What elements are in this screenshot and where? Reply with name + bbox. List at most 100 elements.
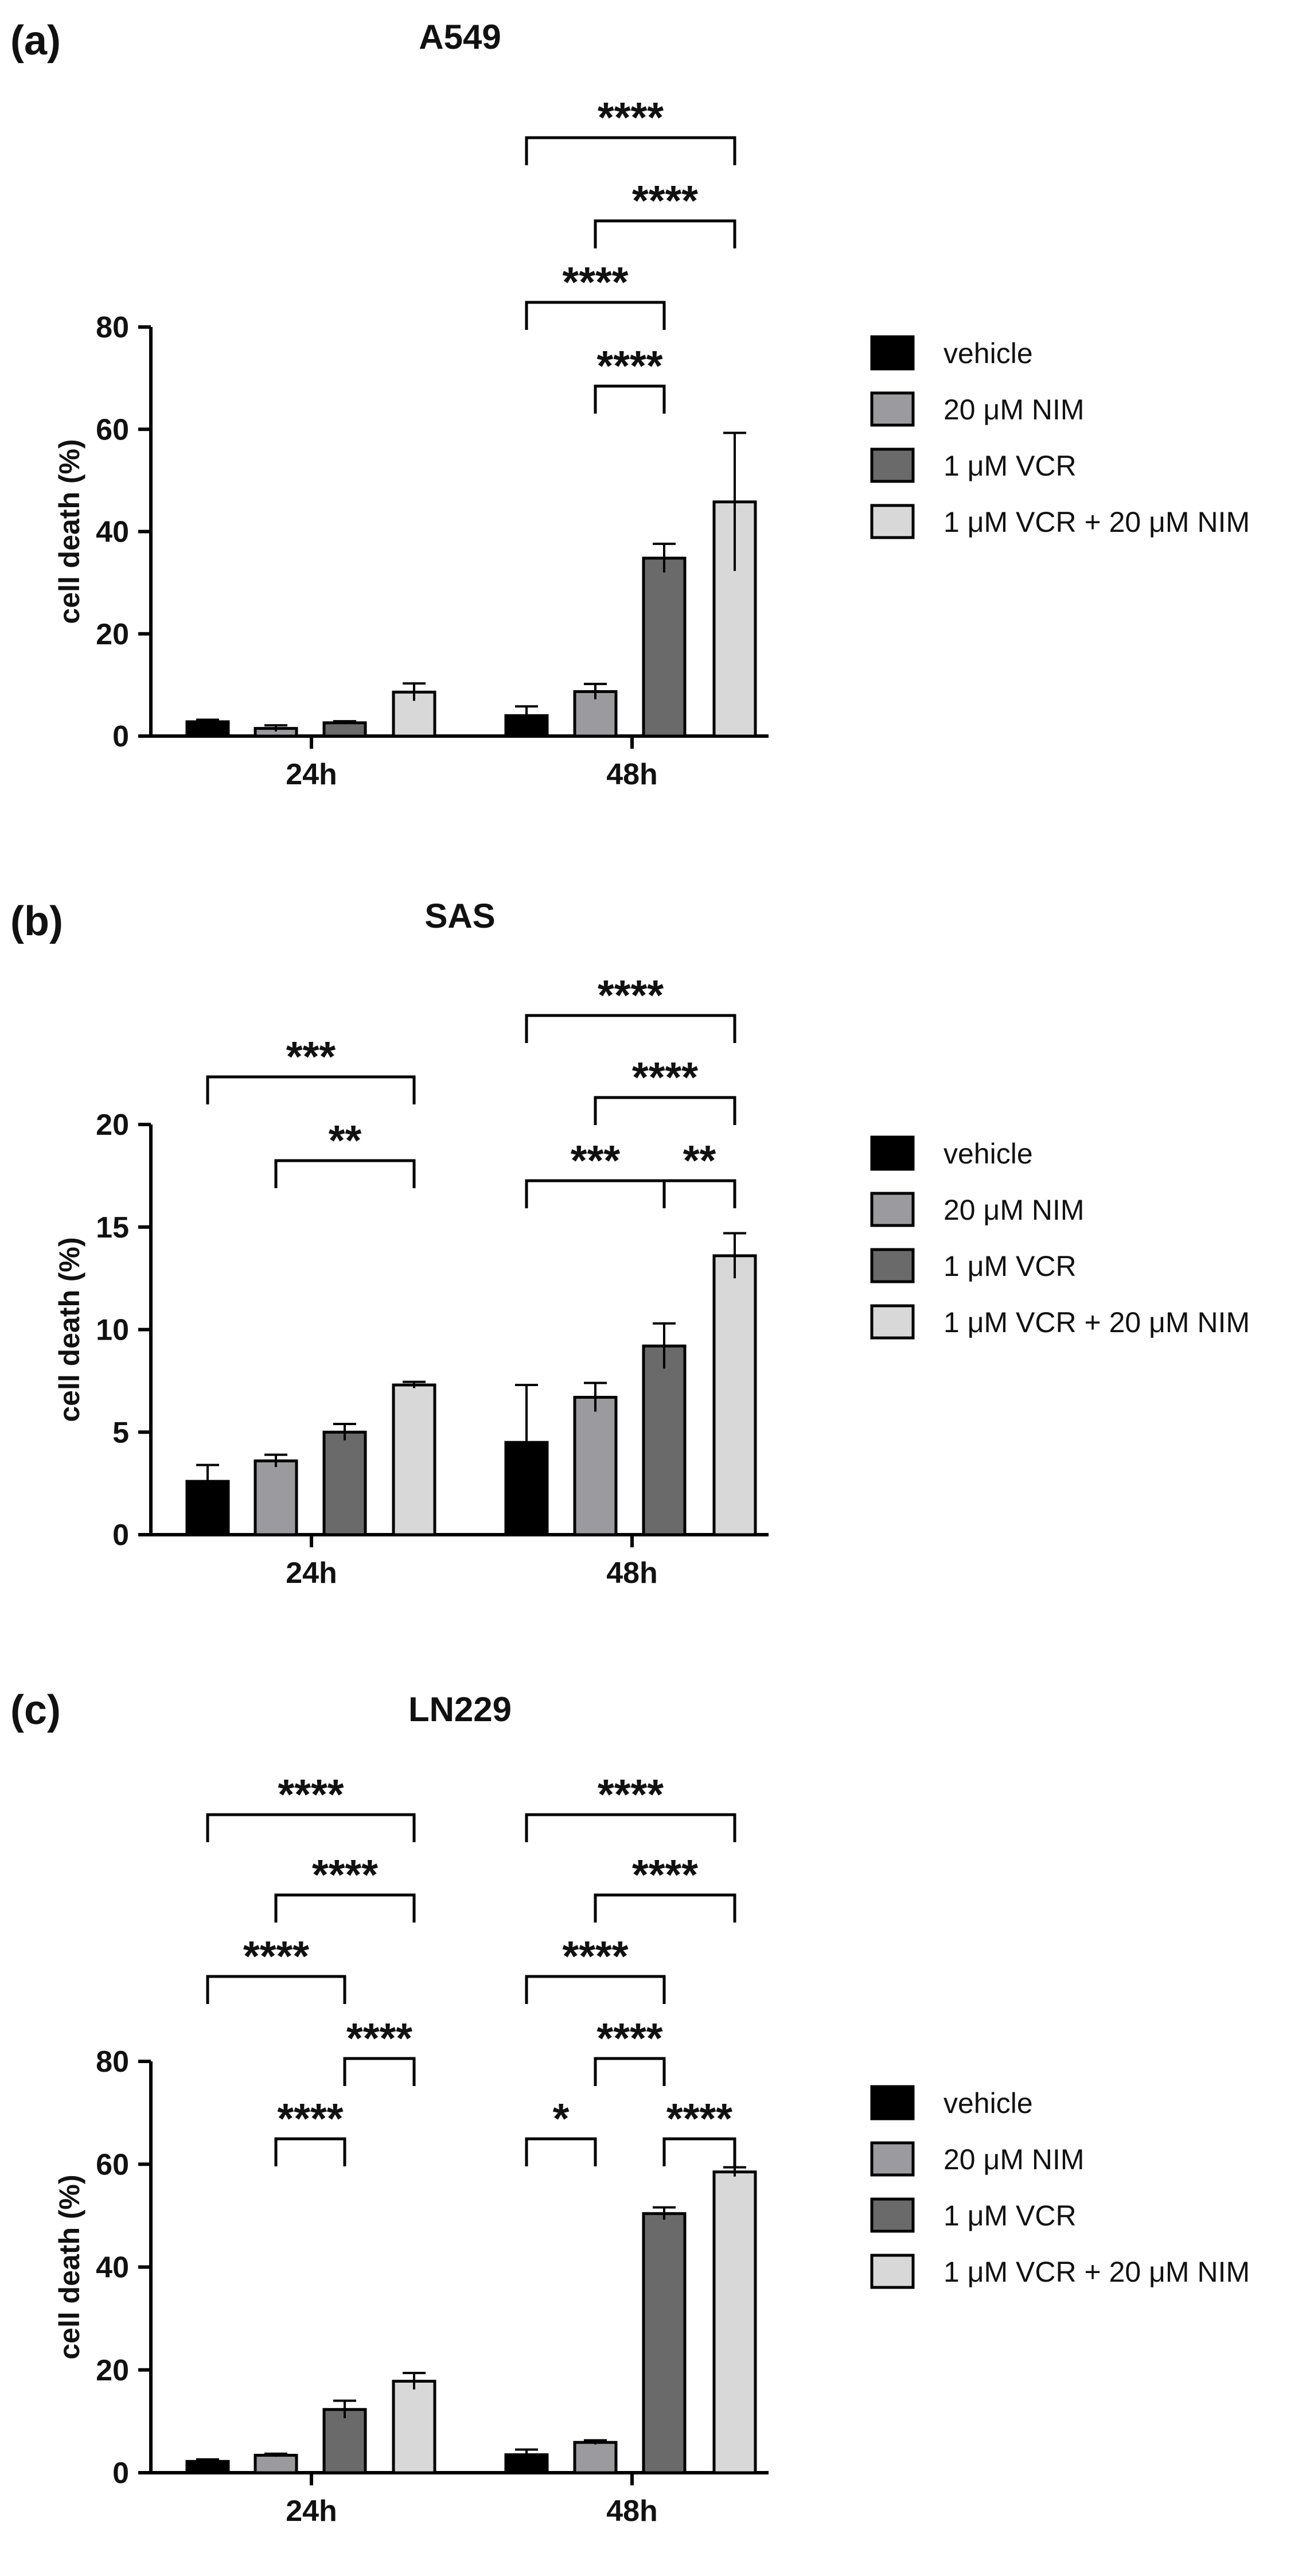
- bar: [392, 1383, 436, 1536]
- legend-label: vehicle: [943, 337, 1033, 369]
- significance-label: ***: [571, 1137, 621, 1184]
- significance-bracket: [594, 2057, 666, 2086]
- bar: [254, 1459, 298, 1536]
- y-tick-label: 80: [96, 311, 129, 344]
- legend-label: 20 μM NIM: [943, 2143, 1085, 2176]
- significance-label: ****: [666, 2095, 732, 2142]
- y-tick-label: 0: [112, 1519, 129, 1552]
- significance-bracket: [594, 219, 736, 248]
- significance-label: ****: [632, 1053, 698, 1101]
- significance-label: ****: [277, 2095, 343, 2142]
- x-tick-label: 24h: [286, 1557, 337, 1590]
- significance-label: ***: [286, 1033, 336, 1080]
- bar: [712, 2170, 757, 2474]
- significance-label: ****: [346, 2014, 412, 2062]
- significance-bracket: [274, 1159, 416, 1188]
- y-axis-label: cell death (%): [53, 439, 85, 624]
- legend-swatch: [870, 2254, 915, 2289]
- legend-swatch: [870, 1135, 915, 1171]
- significance-label: ****: [562, 1932, 628, 1980]
- y-tick-label: 20: [96, 1108, 129, 1142]
- significance-bracket: [274, 1893, 416, 1923]
- significance-bracket: [525, 1179, 666, 1208]
- significance-bracket: [662, 1179, 736, 1208]
- y-tick-label: 40: [96, 516, 129, 549]
- bar: [573, 1395, 618, 1536]
- significance-bracket: [525, 1014, 736, 1043]
- legend-swatch: [870, 391, 915, 427]
- legend-swatch: [870, 2197, 915, 2233]
- legend-swatch: [870, 1304, 915, 1340]
- significance-bracket: [525, 1975, 666, 2004]
- significance-label: ****: [596, 342, 662, 390]
- legend-label: 1 μM VCR: [943, 2200, 1077, 2232]
- legend: vehicle 20 μM NIM 1 μM VCR 1 μM VCR + 20 μM…: [870, 1135, 1250, 1340]
- legend-swatch: [870, 1192, 915, 1227]
- y-tick-label: 20: [96, 618, 129, 651]
- x-tick-label: 48h: [606, 2495, 658, 2528]
- legend-label: vehicle: [943, 1138, 1033, 1170]
- bar: [322, 1430, 367, 1536]
- y-tick-label: 0: [112, 2457, 129, 2490]
- y-tick-label: 20: [96, 2354, 129, 2387]
- y-tick-label: 80: [96, 2045, 129, 2079]
- significance-bracket: [594, 384, 666, 414]
- chart-title: LN229: [408, 1690, 512, 1729]
- bar: [322, 2408, 367, 2474]
- x-tick-label: 48h: [606, 758, 658, 791]
- significance-bracket: [662, 2137, 736, 2166]
- panel-label: (a): [10, 18, 61, 64]
- significance-bracket: [206, 1813, 416, 1842]
- significance-label: *: [553, 2095, 570, 2142]
- significance-label: ****: [598, 971, 664, 1019]
- panel-label: (b): [10, 898, 63, 944]
- y-tick-label: 5: [112, 1416, 129, 1449]
- legend-swatch: [870, 448, 915, 483]
- legend-label: 1 μM VCR + 20 μM NIM: [943, 506, 1250, 538]
- y-axis-label: cell death (%): [53, 1237, 85, 1422]
- y-tick-label: 60: [96, 413, 129, 446]
- panel-label: (c): [10, 1687, 61, 1733]
- significance-label: ****: [278, 1770, 344, 1818]
- bar: [642, 557, 687, 738]
- bar: [392, 2379, 436, 2474]
- significance-bracket: [274, 2137, 346, 2166]
- significance-bracket: [206, 1075, 416, 1104]
- bar: [185, 720, 230, 738]
- legend-swatch: [870, 2085, 915, 2120]
- x-tick-label: 24h: [286, 758, 337, 791]
- significance-bracket: [206, 1975, 346, 2004]
- legend-label: 1 μM VCR: [943, 450, 1077, 482]
- legend-label: 20 μM NIM: [943, 1194, 1085, 1226]
- significance-label: **: [329, 1116, 362, 1164]
- y-tick-label: 15: [96, 1211, 129, 1244]
- y-tick-label: 60: [96, 2148, 129, 2181]
- significance-bracket: [525, 1813, 736, 1842]
- bar: [642, 1344, 687, 1536]
- significance-label: ****: [632, 177, 698, 224]
- chart-title: A549: [419, 18, 501, 56]
- significance-bracket: [594, 1893, 736, 1923]
- chart-title: SAS: [424, 897, 495, 935]
- legend-label: 20 μM NIM: [943, 394, 1085, 426]
- legend-label: 1 μM VCR + 20 μM NIM: [943, 1306, 1250, 1338]
- bar: [322, 721, 367, 738]
- significance-label: ****: [598, 94, 664, 141]
- panel-1: (a) A549 0 20 40 60 80 cell death (%) 24h 48h ****…: [10, 18, 1250, 791]
- bar: [573, 2441, 618, 2474]
- significance-bracket: [525, 301, 666, 330]
- legend-swatch: [870, 335, 915, 371]
- significance-bracket: [525, 136, 736, 165]
- legend-swatch: [870, 504, 915, 539]
- y-tick-label: 10: [96, 1314, 129, 1347]
- significance-bracket: [525, 2137, 597, 2166]
- significance-bracket: [343, 2057, 416, 2086]
- y-tick-label: 40: [96, 2251, 129, 2285]
- bar: [254, 2454, 298, 2474]
- significance-label: ****: [596, 2014, 662, 2062]
- legend: vehicle 20 μM NIM 1 μM VCR 1 μM VCR + 20 μM…: [870, 335, 1250, 539]
- y-axis-label: cell death (%): [53, 2174, 85, 2359]
- significance-label: **: [683, 1137, 716, 1184]
